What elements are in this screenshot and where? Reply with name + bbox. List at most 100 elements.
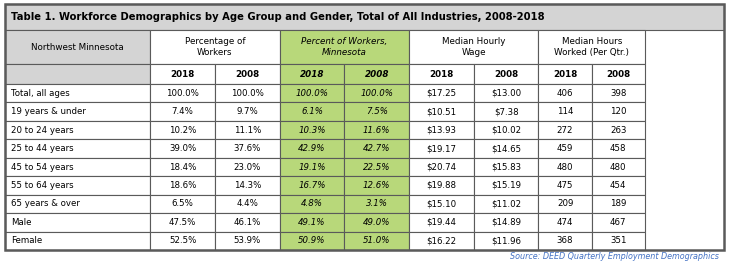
Bar — [280, 213, 344, 232]
Bar — [215, 158, 280, 176]
Bar — [5, 213, 150, 232]
Bar — [280, 232, 344, 250]
Bar — [474, 64, 539, 84]
Text: Percentage of
Workers: Percentage of Workers — [184, 37, 245, 57]
Text: 454: 454 — [610, 181, 626, 190]
Bar — [409, 158, 474, 176]
Text: $19.17: $19.17 — [426, 144, 456, 153]
Text: 2018: 2018 — [171, 69, 195, 79]
Bar — [150, 195, 215, 213]
Bar — [344, 139, 409, 158]
Text: 120: 120 — [610, 107, 626, 116]
Bar — [592, 84, 645, 102]
Text: 10.2%: 10.2% — [169, 126, 196, 135]
Text: 42.7%: 42.7% — [363, 144, 391, 153]
Text: $14.65: $14.65 — [491, 144, 521, 153]
Bar — [5, 176, 150, 195]
Bar — [5, 102, 150, 121]
Text: 14.3%: 14.3% — [233, 181, 261, 190]
Bar — [150, 30, 280, 64]
Text: 9.7%: 9.7% — [236, 107, 258, 116]
Text: 480: 480 — [557, 162, 573, 172]
Bar — [280, 195, 344, 213]
Text: 114: 114 — [557, 107, 573, 116]
Bar — [344, 176, 409, 195]
Text: 100.0%: 100.0% — [231, 89, 264, 98]
Text: $7.38: $7.38 — [494, 107, 518, 116]
Text: 45 to 54 years: 45 to 54 years — [11, 162, 74, 172]
Text: $10.02: $10.02 — [491, 126, 521, 135]
Text: 18.4%: 18.4% — [169, 162, 196, 172]
Bar — [280, 30, 409, 64]
Bar — [409, 64, 474, 84]
Bar — [150, 121, 215, 139]
Bar — [592, 158, 645, 176]
Text: 11.6%: 11.6% — [363, 126, 391, 135]
Text: 467: 467 — [610, 218, 626, 227]
Text: Northwest Minnesota: Northwest Minnesota — [31, 43, 124, 51]
Text: 11.1%: 11.1% — [233, 126, 261, 135]
Bar — [539, 121, 592, 139]
Text: 2018: 2018 — [429, 69, 453, 79]
Bar — [539, 195, 592, 213]
Text: 39.0%: 39.0% — [169, 144, 196, 153]
Text: 2008: 2008 — [235, 69, 260, 79]
Bar — [150, 102, 215, 121]
Bar — [150, 213, 215, 232]
Text: 55 to 64 years: 55 to 64 years — [11, 181, 74, 190]
Text: $10.51: $10.51 — [426, 107, 456, 116]
Text: 16.7%: 16.7% — [298, 181, 326, 190]
Bar — [592, 139, 645, 158]
Text: 6.5%: 6.5% — [171, 199, 193, 209]
Bar — [150, 158, 215, 176]
Text: 100.0%: 100.0% — [295, 89, 329, 98]
Bar — [280, 102, 344, 121]
Text: 2008: 2008 — [494, 69, 518, 79]
Bar — [5, 30, 150, 64]
Bar — [280, 64, 344, 84]
Bar — [344, 102, 409, 121]
Bar — [539, 158, 592, 176]
Text: 6.1%: 6.1% — [301, 107, 323, 116]
Bar — [280, 158, 344, 176]
Text: 52.5%: 52.5% — [169, 236, 196, 245]
Bar — [344, 232, 409, 250]
Bar — [215, 176, 280, 195]
Text: 46.1%: 46.1% — [233, 218, 261, 227]
Bar — [539, 139, 592, 158]
Bar — [215, 232, 280, 250]
Text: $11.02: $11.02 — [491, 199, 521, 209]
Bar — [409, 213, 474, 232]
Text: $14.89: $14.89 — [491, 218, 521, 227]
Bar — [409, 176, 474, 195]
Text: 475: 475 — [557, 181, 573, 190]
Text: 4.4%: 4.4% — [236, 199, 258, 209]
Text: 2008: 2008 — [364, 69, 389, 79]
Bar — [344, 84, 409, 102]
Text: 4.8%: 4.8% — [301, 199, 323, 209]
Text: 18.6%: 18.6% — [169, 181, 196, 190]
Text: 3.1%: 3.1% — [366, 199, 388, 209]
Bar — [280, 121, 344, 139]
Text: 19 years & under: 19 years & under — [11, 107, 86, 116]
Bar — [539, 84, 592, 102]
Bar — [539, 213, 592, 232]
Bar — [344, 213, 409, 232]
Text: $15.10: $15.10 — [426, 199, 456, 209]
Text: Median Hourly
Wage: Median Hourly Wage — [442, 37, 505, 57]
Text: 10.3%: 10.3% — [298, 126, 326, 135]
Bar — [474, 158, 539, 176]
Bar — [474, 139, 539, 158]
Bar — [5, 195, 150, 213]
Bar — [409, 84, 474, 102]
Text: 100.0%: 100.0% — [360, 89, 393, 98]
Text: 12.6%: 12.6% — [363, 181, 391, 190]
Text: 42.9%: 42.9% — [298, 144, 326, 153]
Text: 50.9%: 50.9% — [298, 236, 326, 245]
Bar — [150, 176, 215, 195]
Bar — [409, 121, 474, 139]
Text: $13.00: $13.00 — [491, 89, 521, 98]
Text: 51.0%: 51.0% — [363, 236, 391, 245]
Bar — [592, 232, 645, 250]
Text: 209: 209 — [557, 199, 573, 209]
